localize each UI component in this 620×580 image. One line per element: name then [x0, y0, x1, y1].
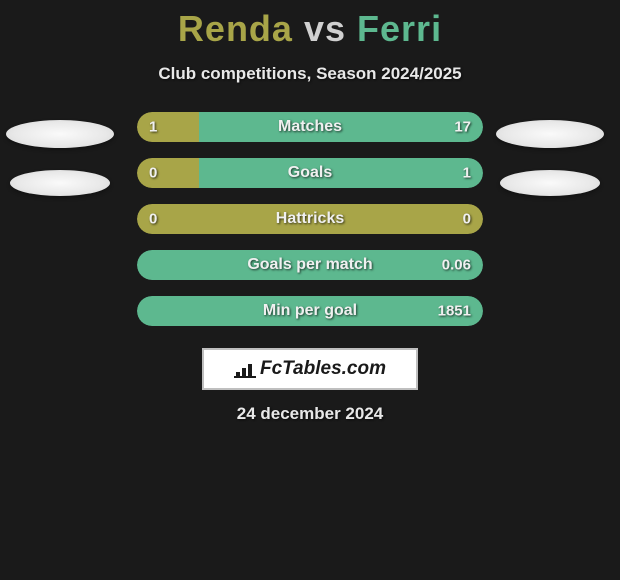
- stat-label: Goals: [288, 164, 332, 182]
- comparison-body: 1 Matches 17 0 Goals 1 0 Hattricks 0 Goals per ma…: [0, 112, 620, 342]
- stat-left-value: 0: [149, 165, 157, 182]
- avatar-placeholder: [500, 170, 600, 196]
- stat-bars-container: 1 Matches 17 0 Goals 1 0 Hattricks 0 Goals per ma…: [137, 112, 483, 342]
- player1-name: Renda: [178, 8, 293, 49]
- date: 24 december 2024: [0, 404, 620, 424]
- stat-right-value: 1: [463, 165, 471, 182]
- bar-fill-left: [137, 112, 199, 142]
- player2-name: Ferri: [357, 8, 442, 49]
- source-logo: FcTables.com: [202, 348, 418, 390]
- avatar-placeholder: [10, 170, 110, 196]
- bar-fill-right: [199, 158, 483, 188]
- bar-fill-left: [137, 158, 199, 188]
- stat-right-value: 17: [454, 119, 471, 136]
- stat-bar: 0 Goals 1: [137, 158, 483, 188]
- chart-icon: [234, 360, 256, 378]
- comparison-title: Renda vs Ferri: [0, 8, 620, 50]
- left-avatar-column: [0, 112, 120, 196]
- stat-bar: 1 Matches 17: [137, 112, 483, 142]
- stat-bar: 0 Hattricks 0: [137, 204, 483, 234]
- logo-content: FcTables.com: [234, 358, 386, 380]
- stat-left-value: 1: [149, 119, 157, 136]
- subtitle: Club competitions, Season 2024/2025: [0, 64, 620, 84]
- right-avatar-column: [490, 112, 610, 196]
- stat-label: Matches: [278, 118, 342, 136]
- stat-right-value: 1851: [438, 303, 471, 320]
- stat-right-value: 0: [463, 211, 471, 228]
- vs-text: vs: [304, 8, 346, 49]
- avatar-placeholder: [496, 120, 604, 148]
- stat-label: Goals per match: [247, 256, 372, 274]
- stat-label: Hattricks: [276, 210, 344, 228]
- logo-text: FcTables.com: [260, 358, 386, 380]
- stat-bar: Goals per match 0.06: [137, 250, 483, 280]
- stat-left-value: 0: [149, 211, 157, 228]
- avatar-placeholder: [6, 120, 114, 148]
- stat-label: Min per goal: [263, 302, 357, 320]
- stat-right-value: 0.06: [442, 257, 471, 274]
- stat-bar: Min per goal 1851: [137, 296, 483, 326]
